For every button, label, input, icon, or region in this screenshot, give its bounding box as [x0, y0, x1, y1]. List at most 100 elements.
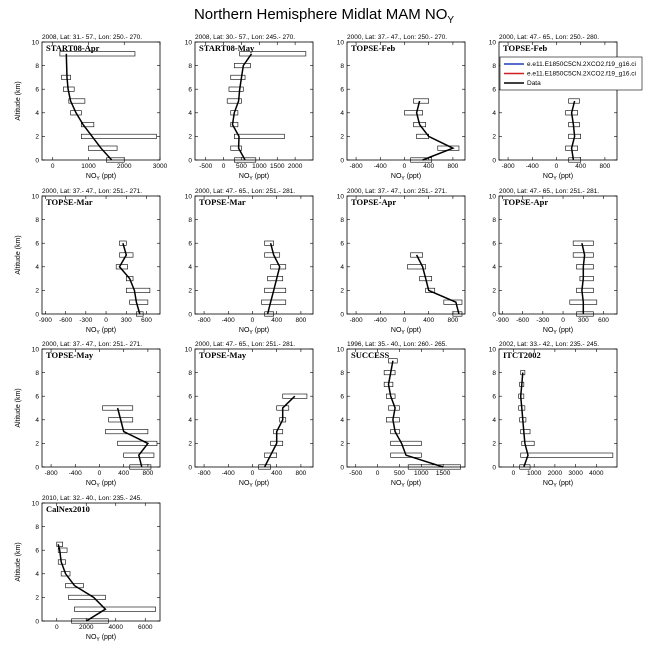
- y-tick-label: 8: [492, 370, 496, 377]
- x-axis-label: NOY (ppt): [391, 327, 421, 336]
- y-tick-label: 10: [32, 500, 40, 507]
- x-tick-label: 1500: [270, 163, 285, 170]
- panel-header: 2000, Lat: 47.- 65., Lon: 250.- 280.: [499, 34, 599, 41]
- x-tick-label: 1500: [436, 470, 451, 477]
- y-tick-label: 4: [492, 110, 496, 117]
- error-box: [576, 264, 594, 270]
- panel-header: 1996, Lat: 35.- 40., Lon: 260.- 265.: [347, 341, 447, 348]
- y-tick-label: 0: [35, 618, 39, 625]
- error-box: [106, 157, 125, 163]
- panel-header: 2008, Lat: 30.- 57., Lon: 245.- 270.: [195, 34, 295, 41]
- campaign-label: TOPSE-Apr: [503, 197, 548, 207]
- x-axis-label: NOY (ppt): [543, 480, 573, 489]
- y-tick-label: 4: [188, 417, 192, 424]
- panel-header: 2000, Lat: 37.- 47., Lon: 251.- 271.: [42, 341, 142, 348]
- plot-frame: [41, 195, 161, 315]
- data-line: [387, 360, 444, 468]
- error-box: [572, 240, 594, 246]
- panel-8: 2000, Lat: 37.- 47., Lon: 251.- 271. TOPS…: [15, 341, 161, 489]
- y-tick-label: 0: [340, 464, 344, 471]
- panel-7: 2000, Lat: 47.- 65., Lon: 251.- 281. TOPS…: [489, 188, 618, 336]
- x-axis-label: NOY (ppt): [239, 327, 269, 336]
- y-tick-label: 4: [492, 417, 496, 424]
- campaign-label: TOPSE-Apr: [351, 197, 396, 207]
- panel-0: 2008, Lat: 31.- 57., Lon: 250.- 270. STAR…: [15, 34, 168, 182]
- error-box: [228, 86, 244, 92]
- panel-header: 2010, Lat: 32.- 40., Lon: 235.- 245.: [42, 495, 142, 502]
- x-tick-label: 800: [447, 317, 458, 324]
- error-box: [383, 370, 396, 376]
- error-box: [410, 157, 433, 163]
- x-axis-label: NOY (ppt): [86, 480, 116, 489]
- campaign-label: TOPSE-Feb: [503, 43, 548, 53]
- y-tick-label: 8: [188, 63, 192, 70]
- error-box: [230, 145, 242, 151]
- x-axis-label: NOY (ppt): [86, 173, 116, 182]
- plot-frame: [346, 348, 466, 468]
- error-box: [407, 264, 426, 270]
- plot-frame: [498, 41, 618, 161]
- x-tick-label: -400: [222, 470, 235, 477]
- x-tick-label: 800: [295, 317, 306, 324]
- y-tick-label: 6: [35, 394, 39, 401]
- x-tick-label: 400: [271, 470, 282, 477]
- error-box: [264, 452, 277, 458]
- plot-frame: [194, 195, 314, 315]
- y-tick-label: 0: [492, 311, 496, 318]
- panel-header: 2008, Lat: 31.- 57., Lon: 250.- 270.: [42, 34, 142, 41]
- campaign-label: TOPSE-May: [46, 350, 94, 360]
- y-tick-label: 6: [188, 241, 192, 248]
- error-box: [520, 429, 531, 435]
- error-box: [443, 299, 463, 305]
- y-tick-label: 8: [35, 217, 39, 224]
- error-box: [230, 74, 246, 80]
- error-box: [226, 98, 242, 104]
- y-tick-label: 6: [35, 241, 39, 248]
- x-tick-label: 1000: [81, 163, 96, 170]
- y-tick-label: 4: [340, 264, 344, 271]
- campaign-label: TOPSE-Feb: [351, 43, 396, 53]
- plot-frame: [498, 195, 618, 315]
- x-tick-label: 800: [599, 163, 610, 170]
- x-tick-label: 1000: [527, 470, 542, 477]
- x-tick-label: -800: [350, 163, 363, 170]
- data-line: [263, 395, 296, 468]
- panel-6: 2000, Lat: 37.- 47., Lon: 251.- 271. TOPS…: [337, 188, 466, 336]
- x-tick-label: 300: [578, 317, 589, 324]
- x-tick-label: -600: [516, 317, 529, 324]
- x-tick-label: 0: [104, 317, 108, 324]
- y-tick-label: 6: [492, 87, 496, 94]
- legend-label: e.e11.E1850C5CN.2XCO2.f19_g16.ci: [527, 71, 636, 78]
- panel-9: 2000, Lat: 47.- 65., Lon: 251.- 281. TOPS…: [185, 341, 314, 489]
- y-tick-label: 0: [35, 464, 39, 471]
- y-tick-label: 2: [188, 134, 192, 141]
- y-tick-label: 10: [489, 346, 497, 353]
- x-tick-label: 0: [512, 470, 516, 477]
- y-tick-label: 8: [35, 524, 39, 531]
- x-axis-label: NOY (ppt): [239, 173, 269, 182]
- plot-frame: [41, 41, 161, 161]
- x-tick-label: -800: [350, 317, 363, 324]
- data-line: [231, 53, 253, 161]
- x-tick-label: 1000: [252, 163, 267, 170]
- y-tick-label: 4: [35, 110, 39, 117]
- plot-frame: [194, 348, 314, 468]
- data-line: [581, 243, 586, 314]
- y-tick-label: 10: [32, 193, 40, 200]
- x-tick-label: 2000: [288, 163, 303, 170]
- x-tick-label: 600: [598, 317, 609, 324]
- y-tick-label: 10: [185, 346, 193, 353]
- plot-frame: [41, 348, 161, 468]
- y-tick-label: 4: [492, 264, 496, 271]
- error-box: [520, 452, 614, 458]
- x-tick-label: -500: [199, 163, 212, 170]
- y-tick-label: 0: [188, 157, 192, 164]
- y-tick-label: 8: [188, 217, 192, 224]
- y-tick-label: 0: [35, 311, 39, 318]
- y-tick-label: 6: [340, 241, 344, 248]
- data-line: [519, 372, 529, 468]
- figure-title: Northern Hemisphere Midlat MAM NOY: [0, 6, 648, 26]
- x-tick-label: -800: [45, 470, 58, 477]
- campaign-label: START08-Apr: [46, 43, 100, 53]
- plot-frame: [498, 348, 618, 468]
